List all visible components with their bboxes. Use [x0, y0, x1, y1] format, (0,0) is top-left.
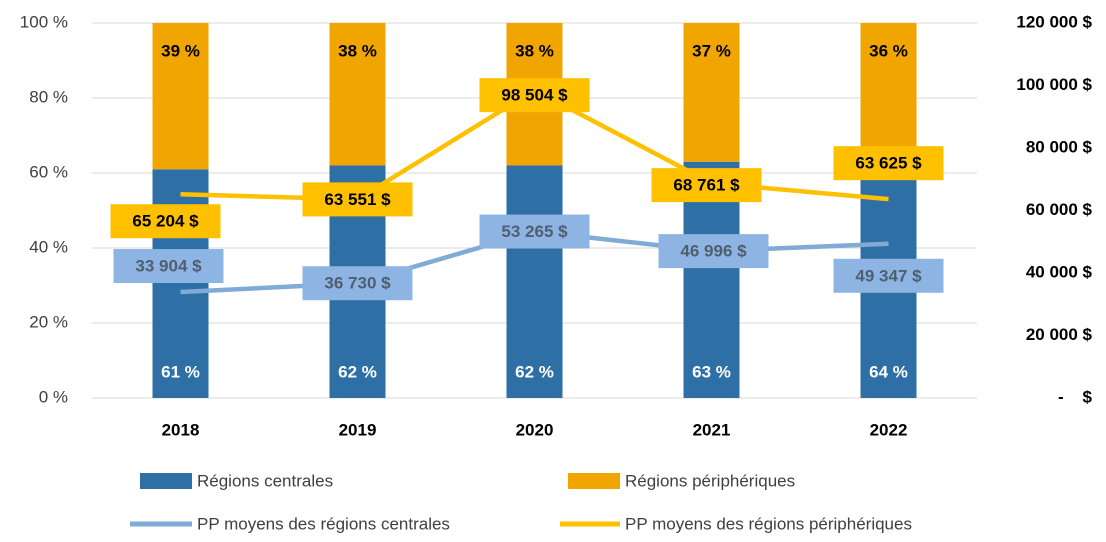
bar-value-label: 64 %: [869, 362, 908, 381]
x-tick-label: 2019: [339, 420, 377, 439]
y-tick-label: 80 %: [29, 87, 68, 106]
y2-tick-label: 20 000 $: [1026, 325, 1093, 344]
line-value-label: 53 265 $: [501, 222, 568, 241]
value-label-box: [302, 182, 413, 217]
legend-swatch: [140, 473, 192, 489]
value-label-box: [833, 258, 944, 293]
bar: [152, 23, 209, 170]
value-label-box: [113, 249, 224, 284]
y-tick-label: 100 %: [20, 12, 68, 31]
line-value-label: 68 761 $: [673, 176, 740, 195]
bar-value-label: 39 %: [161, 41, 200, 60]
line-value-label: 98 504 $: [501, 86, 568, 105]
bar-value-label: 61 %: [161, 362, 200, 381]
y2-tick-label: 40 000 $: [1026, 262, 1093, 281]
legend-label: PP moyens des régions périphériques: [625, 514, 912, 533]
y-tick-label: 60 %: [29, 162, 68, 181]
bar-value-label: 62 %: [515, 362, 554, 381]
bar-value-label: 62 %: [338, 362, 377, 381]
y2-tick-label: 120 000 $: [1016, 12, 1092, 31]
y2-tick-label: - $: [1058, 387, 1093, 406]
bar: [506, 165, 563, 398]
line-value-label: 63 551 $: [324, 190, 391, 209]
x-tick-label: 2018: [162, 420, 200, 439]
line-value-label: 36 730 $: [324, 274, 391, 293]
value-label-box: [110, 204, 221, 239]
bar-value-label: 38 %: [515, 41, 554, 60]
y-tick-label: 20 %: [29, 312, 68, 331]
value-label-box: [658, 234, 769, 269]
y2-tick-label: 60 000 $: [1026, 200, 1093, 219]
bar-value-label: 38 %: [338, 41, 377, 60]
line-value-label: 63 625 $: [855, 154, 922, 173]
legend-label: PP moyens des régions centrales: [197, 514, 450, 533]
y2-tick-label: 100 000 $: [1016, 75, 1092, 94]
y2-tick-label: 80 000 $: [1026, 137, 1093, 156]
bar-value-label: 36 %: [869, 41, 908, 60]
value-label-box: [479, 214, 590, 249]
bar-value-label: 37 %: [692, 41, 731, 60]
x-tick-label: 2022: [870, 420, 908, 439]
value-label-box: [651, 168, 762, 203]
bar: [860, 23, 917, 158]
line-value-label: 65 204 $: [132, 212, 199, 231]
legend-label: Régions centrales: [197, 471, 333, 490]
y-tick-label: 40 %: [29, 237, 68, 256]
legend-swatch: [568, 473, 620, 489]
line-value-label: 33 904 $: [135, 257, 202, 276]
bar: [329, 23, 386, 166]
value-label-box: [302, 266, 413, 301]
y-tick-label: 0 %: [39, 387, 68, 406]
x-tick-label: 2021: [693, 420, 731, 439]
bar: [683, 23, 740, 162]
line-value-label: 46 996 $: [680, 242, 747, 261]
value-label-box: [833, 146, 944, 181]
legend-label: Régions périphériques: [625, 471, 795, 490]
bar-value-label: 63 %: [692, 362, 731, 381]
value-label-box: [479, 78, 590, 113]
x-tick-label: 2020: [516, 420, 554, 439]
line-value-label: 49 347 $: [855, 266, 922, 285]
